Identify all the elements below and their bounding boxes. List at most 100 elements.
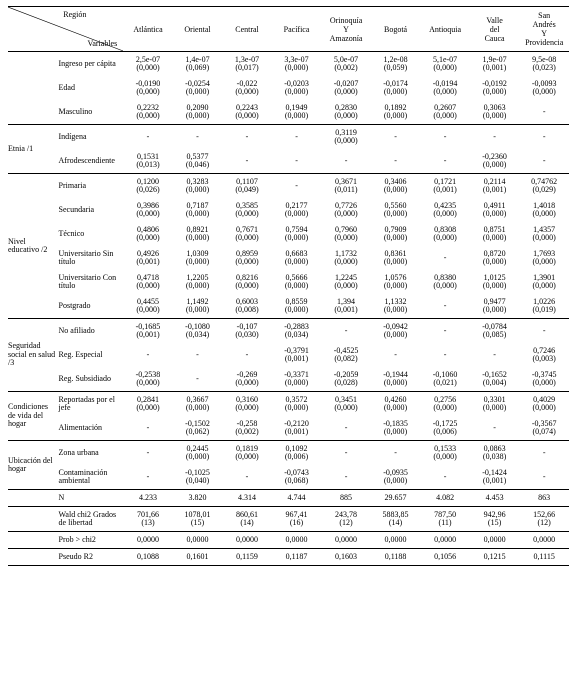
value-cell: 0,0000 [420,532,470,549]
value-cell: 4.453 [470,490,520,507]
value-cell: 0,3671(0,011) [321,174,371,199]
value-cell: 3,3e-07(0,000) [272,52,322,77]
value-cell: - [173,125,223,150]
value-cell: -0,0784(0,085) [470,319,520,344]
value-cell: - [470,125,520,150]
value-cell: 1,2e-08(0,059) [371,52,421,77]
value-cell: -0,1835(0,000) [371,416,421,441]
value-cell: 787,50(11) [420,507,470,532]
row-label: Masculino [57,100,124,125]
col-header: ValledelCauca [470,7,520,52]
group-label: Condiciones de vida del hogar [8,392,57,441]
value-cell: 1,0226(0,019) [519,294,569,319]
row-label: Reg. Subsidiado [57,367,124,392]
row-label: Postgrado [57,294,124,319]
row-label: Zona urbana [57,441,124,466]
value-cell: 0,1088 [123,549,173,566]
value-cell: - [519,125,569,150]
value-cell: -0,1025(0,040) [173,465,223,490]
value-cell: 0,2090(0,000) [173,100,223,125]
value-cell: 4.314 [222,490,272,507]
value-cell: - [321,319,371,344]
value-cell: -0,0093(0,000) [519,76,569,100]
value-cell: 0,8308(0,000) [420,222,470,246]
value-cell: 0,8559(0,000) [272,294,322,319]
value-cell: - [371,125,421,150]
header-variables: Variables [87,39,117,48]
col-header: SanAndrésYProvidencia [519,7,569,52]
value-cell: 4.082 [420,490,470,507]
group-label: Ubicación del hogar [8,441,57,490]
value-cell: - [321,416,371,441]
value-cell: - [371,441,421,466]
value-cell: - [519,319,569,344]
value-cell: 4.744 [272,490,322,507]
value-cell: 243,78(12) [321,507,371,532]
value-cell: -0,1080(0,034) [173,319,223,344]
value-cell: - [222,149,272,174]
value-cell: 0,74762(0,029) [519,174,569,199]
value-cell: 1,4357(0,000) [519,222,569,246]
value-cell: 0,4260(0,000) [371,392,421,417]
value-cell: -0,1652(0,004) [470,367,520,392]
row-label: Ingreso per cápita [57,52,124,77]
row-label: Pseudo R2 [57,549,124,566]
value-cell: 0,4455(0,000) [123,294,173,319]
value-cell: 0,2607(0,000) [420,100,470,125]
value-cell: 0,1601 [173,549,223,566]
value-cell: - [173,343,223,367]
value-cell: -0,2120(0,001) [272,416,322,441]
row-label: Universitario Con título [57,270,124,294]
value-cell: -0,1060(0,021) [420,367,470,392]
value-cell: 0,3986(0,000) [123,198,173,222]
value-cell: 701,66(13) [123,507,173,532]
value-cell: - [420,343,470,367]
value-cell: 0,2830(0,000) [321,100,371,125]
value-cell: 1,4e-07(0,069) [173,52,223,77]
value-cell: 1,394(0,001) [321,294,371,319]
value-cell: -0,4525(0,082) [321,343,371,367]
value-cell: 1,1492(0,000) [173,294,223,319]
value-cell: - [420,149,470,174]
value-cell: 1,7693(0,000) [519,246,569,270]
value-cell: 0,3451(0,000) [321,392,371,417]
value-cell: 0,1949(0,000) [272,100,322,125]
value-cell: -0,0942(0,000) [371,319,421,344]
value-cell: 0,3063(0,000) [470,100,520,125]
row-label: Universitario Sin título [57,246,124,270]
value-cell: - [420,465,470,490]
value-cell: 0,0000 [222,532,272,549]
value-cell: 0,6003(0,008) [222,294,272,319]
value-cell: - [222,465,272,490]
value-cell: 0,1892(0,000) [371,100,421,125]
value-cell: 1,3e-07(0,017) [222,52,272,77]
value-cell: - [420,294,470,319]
value-cell: - [519,100,569,125]
value-cell: 0,0000 [123,532,173,549]
value-cell: -0,3371(0,000) [272,367,322,392]
value-cell: 0,8959(0,000) [222,246,272,270]
group-label [8,549,57,566]
value-cell: -0,3791(0,001) [272,343,322,367]
value-cell: 29.657 [371,490,421,507]
value-cell: 0,1533(0,000) [420,441,470,466]
value-cell: -0,1725(0,006) [420,416,470,441]
value-cell: 0,3667(0,000) [173,392,223,417]
value-cell: - [470,343,520,367]
value-cell: 5,0e-07(0,002) [321,52,371,77]
value-cell: - [371,149,421,174]
value-cell: 967,41(16) [272,507,322,532]
value-cell: 9,5e-08(0,023) [519,52,569,77]
value-cell: 0,8216(0,000) [222,270,272,294]
value-cell: 0,8380(0,000) [420,270,470,294]
value-cell: -0,269(0,000) [222,367,272,392]
row-label: Contaminación ambiental [57,465,124,490]
row-label: N [57,490,124,507]
value-cell: 1,0309(0,000) [173,246,223,270]
col-header: Central [222,7,272,52]
value-cell: 0,0000 [173,532,223,549]
value-cell: -0,0203(0,000) [272,76,322,100]
value-cell: 0,1819(0,000) [222,441,272,466]
value-cell: 0,1187 [272,549,322,566]
value-cell: - [173,367,223,392]
